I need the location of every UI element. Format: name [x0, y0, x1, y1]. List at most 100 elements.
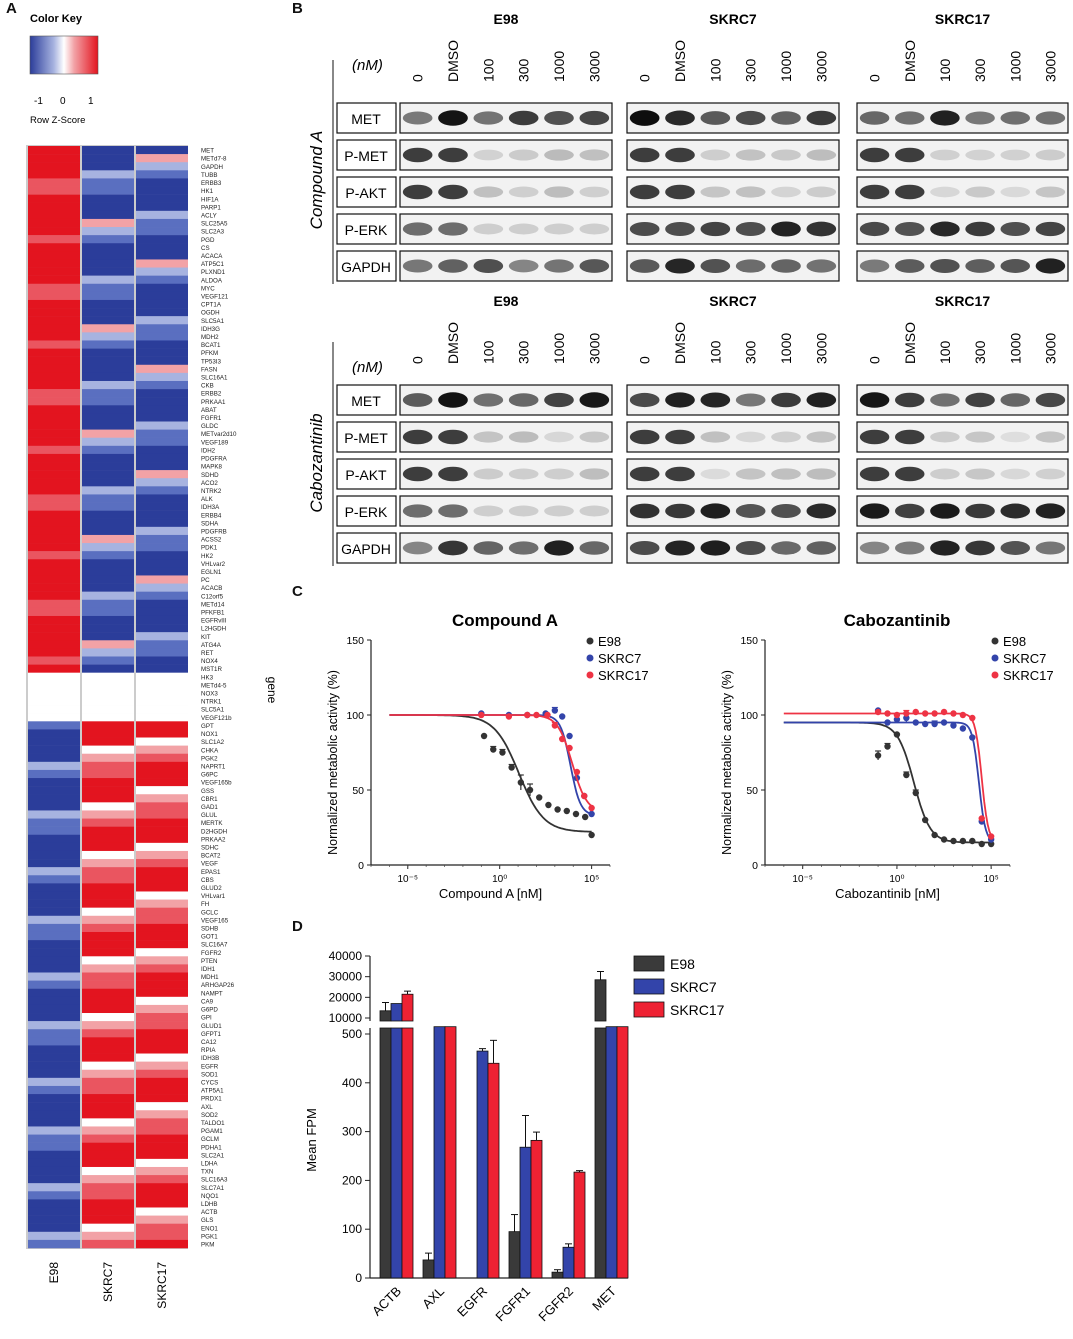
blot-panel	[856, 495, 1069, 527]
protein-band	[965, 392, 995, 408]
protein-band	[806, 186, 837, 198]
legend-label: SKRC7	[1003, 651, 1046, 666]
heatmap-cell	[136, 389, 188, 398]
heatmap-cell	[28, 923, 80, 933]
heatmap-cell	[82, 956, 134, 965]
heatmap-cell	[82, 1207, 134, 1216]
heatmap-gene-label: GAD1	[201, 804, 218, 811]
protein-band	[894, 503, 925, 519]
fit-curve-skrc7	[389, 714, 592, 815]
heatmap-gene-label: SDHC	[201, 844, 219, 851]
heatmap-cell	[136, 721, 188, 730]
protein-band	[579, 259, 610, 273]
heatmap-cell	[28, 235, 80, 244]
lane-label: DMSO	[672, 322, 688, 364]
heatmap-cell	[28, 899, 80, 908]
heatmap-gene-label: FH	[201, 901, 209, 908]
data-point-e98	[572, 810, 580, 818]
heatmap-cell	[82, 162, 134, 171]
protein-band	[579, 541, 610, 555]
heatmap-cell	[28, 680, 80, 690]
heatmap-cell	[28, 818, 80, 827]
heatmap-gene-label: NOX1	[201, 731, 218, 738]
data-point-skrc17	[969, 714, 976, 722]
bar-e98-upper	[594, 979, 607, 1022]
data-point-skrc17	[940, 708, 948, 716]
heatmap-column-label: E98	[47, 1262, 61, 1284]
protein-band	[665, 110, 695, 126]
heatmap-gene-label: CBS	[201, 877, 214, 884]
heatmap-cell	[136, 332, 188, 341]
heatmap-cell	[82, 1013, 134, 1022]
heatmap-gene-label: SLC2A3	[201, 229, 225, 236]
protein-band	[700, 392, 731, 408]
heatmap-cell	[82, 526, 134, 536]
protein-band	[473, 505, 504, 517]
heatmap-gene-label: ERBB3	[201, 180, 222, 187]
heatmap-cell	[28, 227, 80, 236]
heatmap-column-label: SKRC17	[155, 1262, 169, 1309]
heatmap-cell	[28, 1029, 80, 1038]
heatmap-cell	[136, 1142, 188, 1152]
heatmap-gene-label: TALDO1	[201, 1120, 225, 1127]
heatmap-cell	[28, 769, 80, 779]
heatmap-cell	[82, 883, 134, 892]
protein-band	[508, 149, 539, 161]
heatmap-cell	[82, 259, 134, 268]
heatmap-cell	[136, 1110, 188, 1119]
color-key-tick: -1	[34, 96, 43, 107]
heatmap-gene-label: PRKAA1	[201, 399, 226, 406]
heatmap-cell	[82, 697, 134, 706]
protein-band	[665, 221, 695, 237]
fit-curve-e98	[783, 721, 992, 844]
heatmap-cell	[136, 210, 188, 220]
heatmap-cell	[82, 389, 134, 398]
protein-band	[930, 468, 960, 480]
blot-panel	[399, 421, 613, 453]
heatmap-gene-label: GPI	[201, 1015, 212, 1022]
blot-panel	[856, 532, 1069, 564]
protein-band	[894, 222, 925, 236]
color-key-title: Color Key	[30, 13, 83, 25]
heatmap-gene-label: IDH3A	[201, 504, 220, 511]
heatmap-gene-label: LDHA	[201, 1161, 218, 1168]
blot-panel	[856, 176, 1069, 208]
heatmap-cell	[82, 591, 134, 601]
protein-band	[965, 503, 995, 519]
data-point-skrc7	[940, 719, 948, 726]
heatmap-gene-label: ARHGAP26	[201, 982, 235, 989]
blot-label: P-ERK	[345, 222, 388, 238]
heatmap-cell	[82, 348, 134, 357]
protein-band	[544, 431, 574, 443]
protein-band	[544, 186, 574, 198]
heatmap-cell	[28, 251, 80, 260]
heatmap-cell	[82, 559, 134, 568]
heatmap-gene-label: TXN	[201, 1169, 213, 1176]
y-tick-label: 40000	[329, 949, 363, 963]
heatmap-cell	[136, 859, 188, 868]
heatmap-cell	[82, 826, 134, 835]
color-key-label: Row Z-Score	[30, 115, 85, 126]
protein-band	[930, 258, 960, 274]
protein-band	[665, 147, 695, 163]
heatmap-cell	[82, 1134, 134, 1143]
heatmap-cell	[28, 186, 80, 195]
heatmap-gene-label: MDH2	[201, 334, 219, 341]
heatmap-gene-label: ACO2	[201, 480, 218, 487]
heatmap-cell	[28, 850, 80, 860]
heatmap-gene-label: HK1	[201, 188, 214, 195]
protein-band	[930, 149, 960, 161]
protein-band	[629, 540, 660, 556]
heatmap-cell	[136, 518, 188, 528]
heatmap-cell	[28, 397, 80, 406]
heatmap-cell	[82, 445, 134, 455]
protein-band	[859, 111, 890, 125]
heatmap-cell	[82, 243, 134, 252]
x-tick-label: 10⁰	[492, 874, 507, 885]
concentration-unit-label: (nM)	[352, 57, 383, 74]
heatmap-cell	[28, 316, 80, 325]
heatmap-cell	[136, 413, 188, 422]
heatmap-gene-label: TUBB	[201, 172, 218, 179]
data-point-e98	[969, 837, 976, 845]
protein-band	[806, 221, 837, 237]
